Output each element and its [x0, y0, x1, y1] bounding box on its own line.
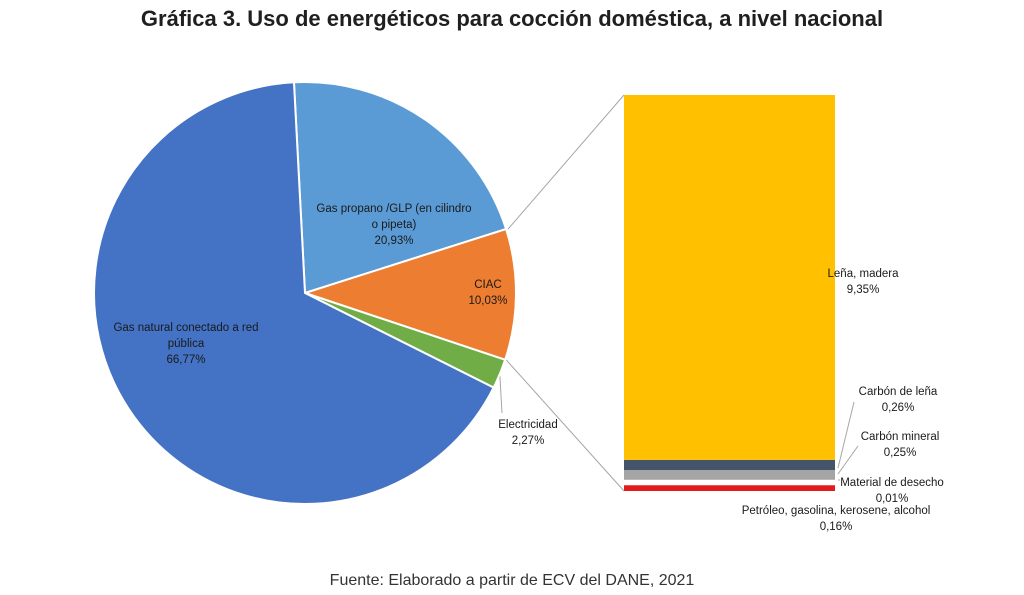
leader-line-carbon-mineral — [837, 445, 859, 475]
pie-slice-gas-propano-glp-en-cilindro — [292, 81, 508, 295]
pie-slice-ciac — [301, 227, 517, 362]
connector-line-top — [507, 94, 625, 230]
pie-label-electricidad: Electricidad 2,27% — [498, 419, 557, 447]
pie-label-ciac: CIAC 10,03% — [468, 279, 507, 307]
connector-line-bottom — [505, 359, 625, 492]
leader-line-electricidad — [499, 375, 503, 414]
pie-label-gas-propano-glp-en-cilindro: Gas propano /GLP (en cilindro o pipeta) 20… — [316, 203, 471, 247]
bar-label-carbon-de-lena: Carbón de leña 0,26% — [859, 386, 938, 414]
bar-label-carbon-mineral: Carbón mineral 0,25% — [861, 431, 940, 459]
chart-source: Fuente: Elaborado a partir de ECV del DA… — [329, 572, 695, 589]
bar-segment-petroleo-gasolina-kerosene-alcohol — [624, 484, 835, 491]
stacked-bar — [623, 95, 836, 491]
bar-segment-carbon-mineral — [624, 470, 835, 480]
bar-label-lena-madera: Leña, madera 9,35% — [828, 268, 900, 296]
bar-label-petroleo-gasolina-kerosene-alcohol: Petróleo, gasolina, kerosene, alcohol 0,1… — [742, 505, 931, 533]
pie-label-gas-natural-conectado-a-red: Gas natural conectado a red pública 66,77% — [113, 322, 258, 366]
bar-segment-lena-madera — [624, 95, 835, 460]
bar-segment-material-de-desecho — [623, 479, 836, 486]
bar-label-material-de-desecho: Material de desecho 0,01% — [840, 477, 944, 505]
connector-lines — [499, 94, 859, 492]
pie-slice-gas-natural-conectado-a-red — [93, 81, 495, 505]
bar-segment-carbon-de-lena — [624, 459, 835, 471]
data-labels: Gas propano /GLP (en cilindro o pipeta) 20… — [113, 203, 943, 533]
chart-title: Gráfica 3. Uso de energéticos para cocci… — [140, 6, 884, 31]
leader-line-carbon-de-lena — [837, 401, 855, 469]
pie-chart — [93, 81, 517, 505]
